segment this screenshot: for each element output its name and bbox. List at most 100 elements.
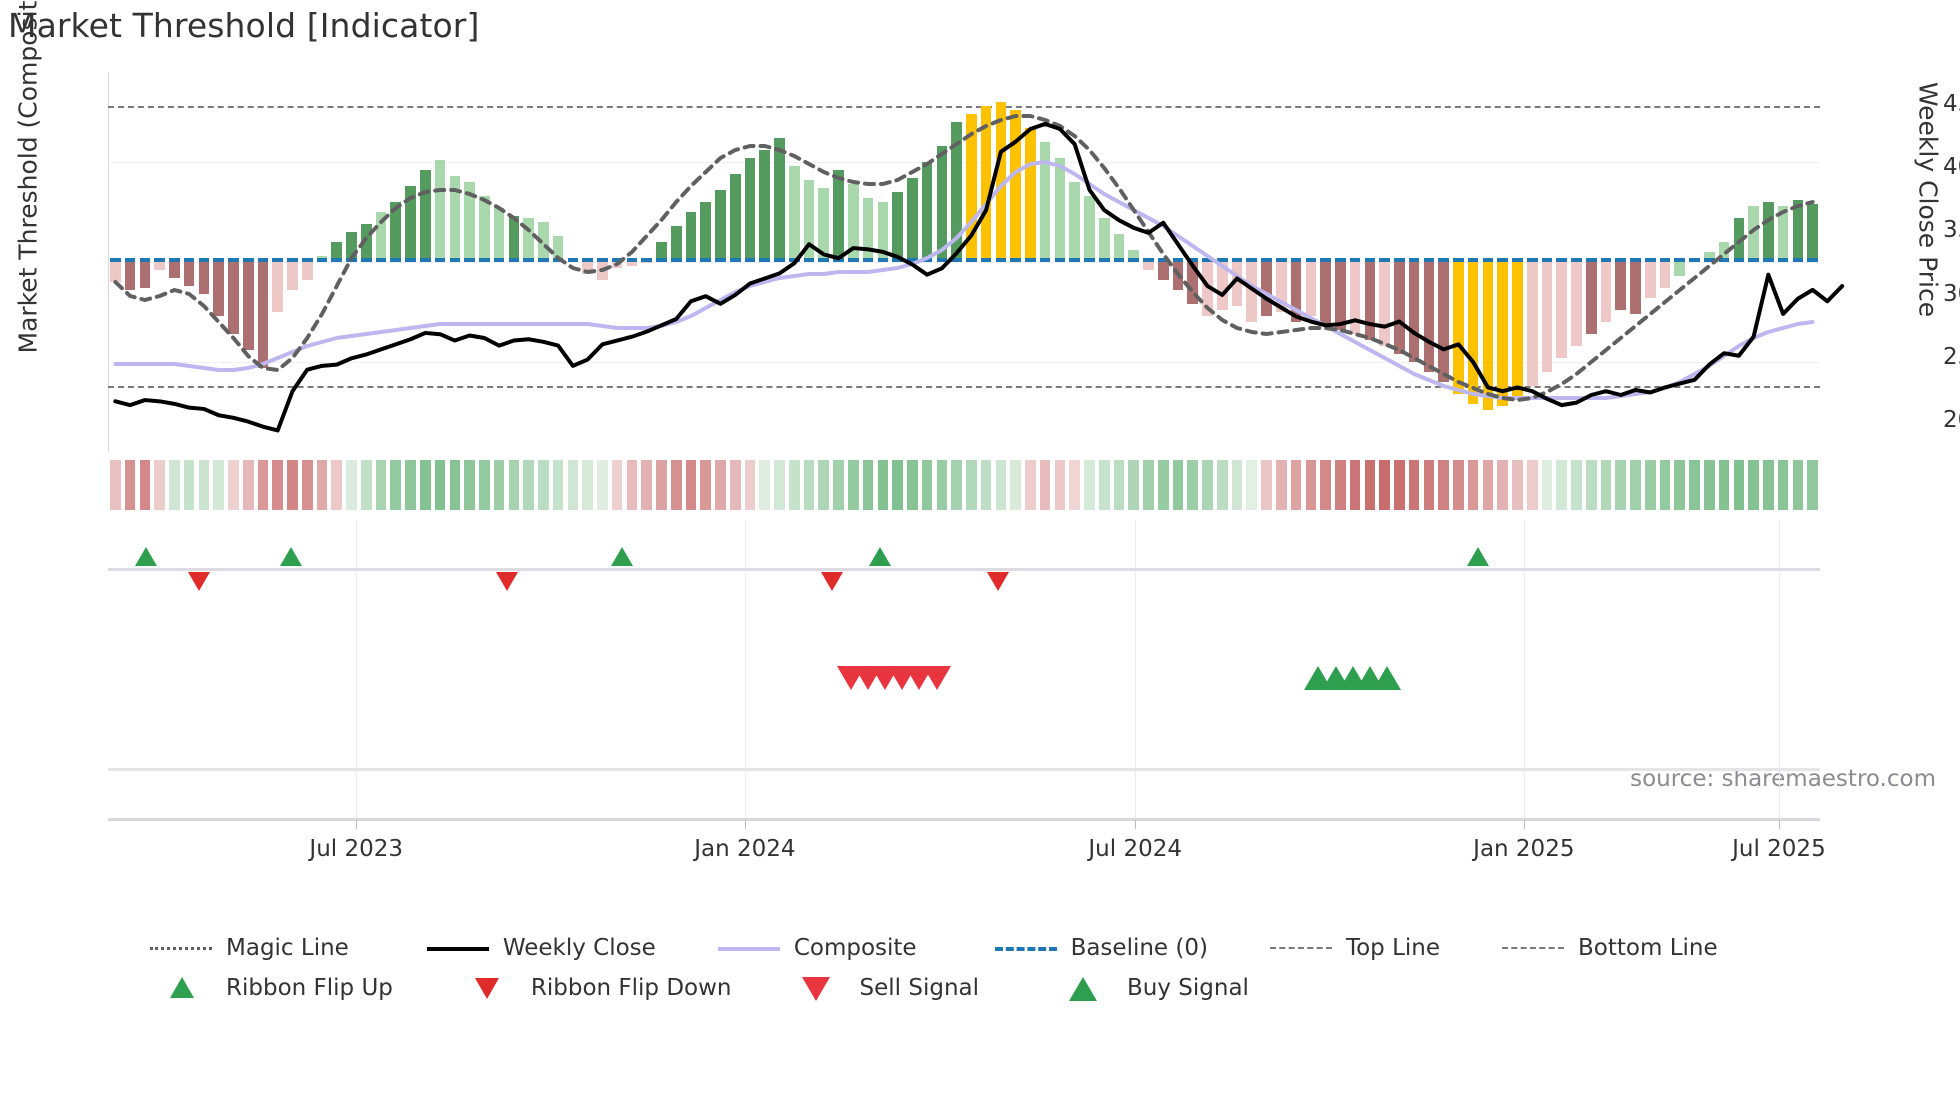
baseline-marker: [567, 258, 579, 262]
ribbon-cell: [818, 460, 830, 510]
legend-item-sell-signal[interactable]: Sell Signal: [784, 975, 980, 1001]
threshold-bar: [1394, 262, 1405, 354]
threshold-bar: [966, 114, 977, 262]
ribbon-cell: [508, 460, 520, 510]
ribbon-cell: [1172, 460, 1184, 510]
threshold-bar: [1526, 262, 1538, 386]
buy-signal-marker: [1372, 666, 1401, 690]
threshold-bar: [847, 184, 859, 262]
threshold-bar: [1098, 218, 1110, 262]
ribbon-flip-up-key: [150, 977, 212, 999]
ribbon-cell: [1526, 460, 1538, 510]
legend-item-ribbon-flip-down[interactable]: Ribbon Flip Down: [455, 975, 732, 1001]
ribbon-cell: [1054, 460, 1066, 510]
ribbon-cell: [1187, 460, 1199, 510]
threshold-bar: [877, 202, 889, 262]
legend-item-magic-line[interactable]: Magic Line: [150, 935, 349, 961]
signal-baseline-rule: [108, 768, 1820, 771]
threshold-bar: [1010, 110, 1021, 262]
ribbon-cell: [1098, 460, 1110, 510]
threshold-bar: [1541, 262, 1553, 372]
y-tick-right: 45.00: [1943, 90, 1960, 117]
ribbon-cell: [1275, 460, 1287, 510]
baseline-marker: [1541, 258, 1553, 262]
threshold-bar: [1113, 234, 1125, 262]
threshold-bar: [1231, 262, 1243, 306]
threshold-bar: [1438, 262, 1449, 382]
legend-label: Sell Signal: [859, 975, 980, 1001]
threshold-bar: [1084, 196, 1095, 262]
ribbon-cell: [1482, 460, 1494, 510]
baseline-marker: [1674, 258, 1686, 262]
x-tick-label: Jul 2023: [309, 836, 404, 862]
legend-item-top-line[interactable]: Top Line: [1269, 935, 1440, 961]
threshold-bar: [375, 212, 387, 262]
x-tick-mark: [1778, 820, 1780, 829]
threshold-bar: [1615, 262, 1627, 310]
y-tick-right: 25.00: [1943, 344, 1960, 370]
threshold-bar: [301, 262, 313, 280]
ribbon-cell: [1202, 460, 1213, 510]
ribbon-cell: [1467, 460, 1479, 510]
ribbon-cell: [1600, 460, 1612, 510]
ribbon-flip-up-marker: [1466, 547, 1489, 566]
baseline-marker: [434, 258, 446, 262]
ribbon-cell: [1305, 460, 1317, 510]
ribbon-cell: [1512, 460, 1523, 510]
x-tick-mark: [356, 820, 358, 829]
sell-signal-marker: [922, 666, 951, 690]
threshold-bar: [744, 158, 756, 262]
baseline-marker: [1792, 258, 1804, 262]
baseline-marker: [1054, 258, 1066, 262]
ribbon-cell: [1335, 460, 1346, 510]
ribbon-cell: [1497, 460, 1508, 510]
ribbon-cell: [1216, 460, 1228, 510]
vertical-gridline: [1778, 620, 1780, 820]
baseline-marker: [966, 258, 977, 262]
threshold-bar: [1305, 262, 1317, 316]
ribbon-cell: [1423, 460, 1435, 510]
baseline-marker: [1763, 258, 1774, 262]
baseline-marker: [1172, 258, 1184, 262]
legend-item-weekly-close[interactable]: Weekly Close: [426, 935, 656, 961]
threshold-bar: [1482, 262, 1494, 410]
baseline-marker: [390, 258, 402, 262]
ribbon-cell: [1290, 460, 1302, 510]
solid-line-icon: [717, 947, 780, 951]
ribbon-cell: [1128, 460, 1140, 510]
threshold-bar: [788, 166, 800, 262]
baseline-marker: [936, 258, 948, 262]
baseline-marker: [287, 258, 298, 262]
legend-item-bottom-line[interactable]: Bottom Line: [1502, 935, 1718, 961]
baseline-marker: [1571, 258, 1582, 262]
baseline-marker: [995, 258, 1007, 262]
legend-item-ribbon-flip-up[interactable]: Ribbon Flip Up: [150, 975, 393, 1001]
ribbon-flip-down-marker: [987, 572, 1010, 591]
triangle-up-icon: [1069, 977, 1098, 1001]
buy-signal-key: [1051, 977, 1113, 1001]
ribbon-flip-up-marker: [869, 547, 892, 566]
baseline-marker: [611, 258, 623, 262]
baseline-marker: [1349, 258, 1361, 262]
baseline-marker: [907, 258, 918, 262]
ribbon-cell: [1763, 460, 1774, 510]
baseline-marker: [272, 258, 284, 262]
baseline-marker: [1630, 258, 1641, 262]
threshold-bar: [257, 262, 269, 368]
threshold-bar: [242, 262, 254, 350]
legend-item-buy-signal[interactable]: Buy Signal: [1051, 975, 1249, 1001]
legend-item-baseline-0[interactable]: Baseline (0): [994, 935, 1208, 961]
threshold-bar: [1585, 262, 1597, 334]
ribbon-cell: [847, 460, 859, 510]
signal-panel: [108, 620, 1820, 821]
legend-item-composite[interactable]: Composite: [717, 935, 917, 961]
ribbon-cell: [1231, 460, 1243, 510]
baseline-marker: [169, 258, 180, 262]
threshold-bar: [228, 262, 239, 334]
baseline-marker: [1408, 258, 1420, 262]
ribbon-flip-down-key: [455, 977, 517, 999]
baseline-marker: [626, 258, 638, 262]
baseline-marker: [1231, 258, 1243, 262]
ribbon-cell: [390, 460, 402, 510]
gridline: [108, 362, 1820, 363]
